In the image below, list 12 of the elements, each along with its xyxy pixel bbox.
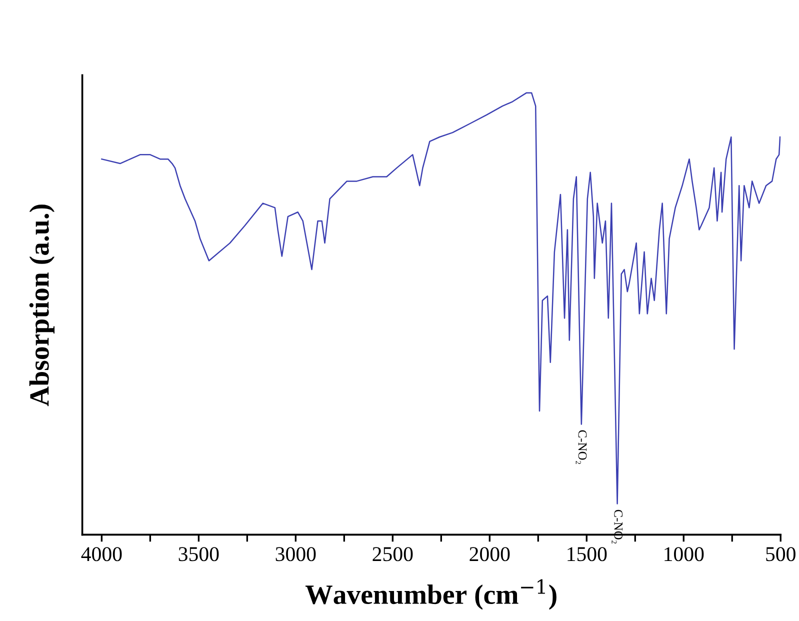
x-tick-label: 500 [766,547,796,562]
y-axis-title: Absorption (a.u.) [29,204,55,406]
x-axis-title: Wavenumber (cm$^{−1}$) [305,579,556,610]
x-tick-label: 1500 [568,547,607,562]
x-tick-label: 2500 [372,547,413,562]
annotation: C-NO₂ [612,510,623,544]
x-tick-label: 1000 [664,547,704,562]
x-tick-label: 3500 [178,547,219,562]
x-tick-label: 3000 [276,547,316,562]
x-tick-label: 2000 [470,547,510,562]
annotation: C-NO₂ [576,430,587,464]
x-tick-label: 4000 [81,547,122,562]
